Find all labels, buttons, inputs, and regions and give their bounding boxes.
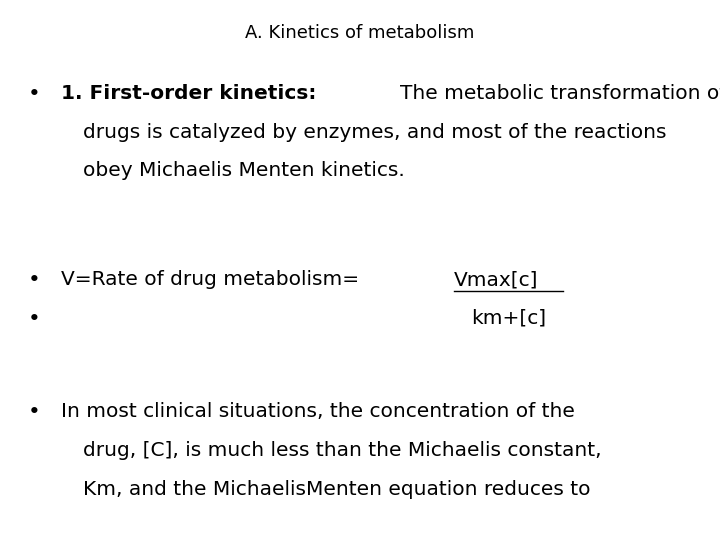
Text: •: • — [27, 402, 40, 422]
Text: obey Michaelis Menten kinetics.: obey Michaelis Menten kinetics. — [83, 161, 405, 180]
Text: Km, and the MichaelisMenten equation reduces to: Km, and the MichaelisMenten equation red… — [83, 480, 590, 499]
Text: •: • — [27, 84, 40, 104]
Text: •: • — [27, 309, 40, 329]
Text: Vmax[c]: Vmax[c] — [454, 270, 539, 289]
Text: The metabolic transformation of: The metabolic transformation of — [400, 84, 720, 103]
Text: 1. First-order kinetics:: 1. First-order kinetics: — [61, 84, 323, 103]
Text: V=Rate of drug metabolism=: V=Rate of drug metabolism= — [61, 270, 366, 289]
Text: drugs is catalyzed by enzymes, and most of the reactions: drugs is catalyzed by enzymes, and most … — [83, 123, 666, 141]
Text: •: • — [27, 270, 40, 290]
Text: drug, [C], is much less than the Michaelis constant,: drug, [C], is much less than the Michael… — [83, 441, 601, 460]
Text: A. Kinetics of metabolism: A. Kinetics of metabolism — [246, 24, 474, 42]
Text: In most clinical situations, the concentration of the: In most clinical situations, the concent… — [61, 402, 575, 421]
Text: km+[c]: km+[c] — [471, 309, 546, 328]
